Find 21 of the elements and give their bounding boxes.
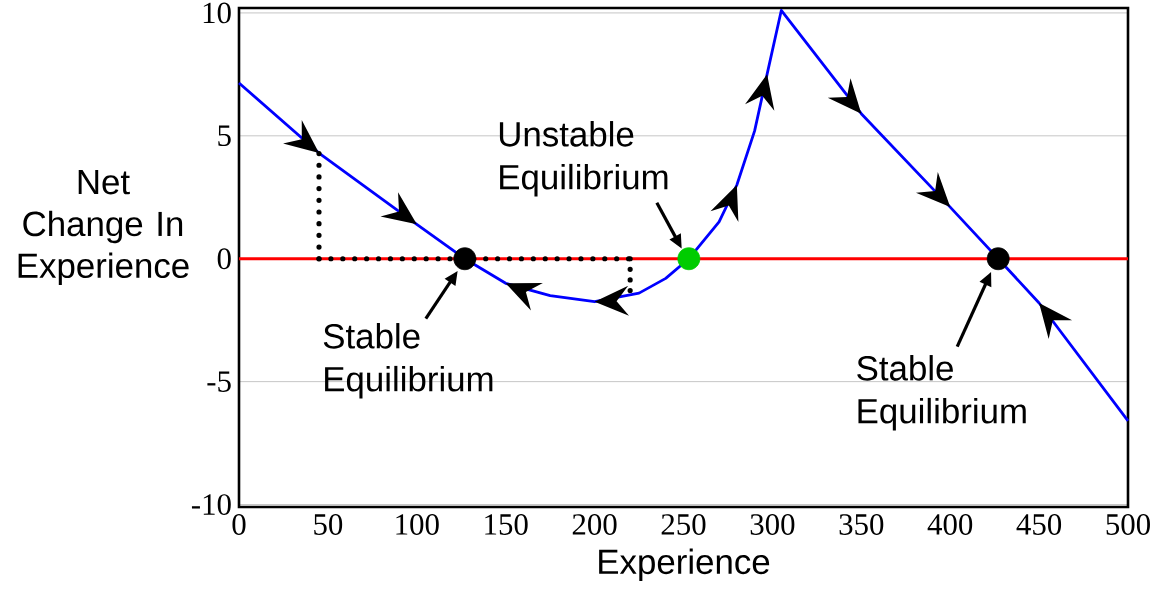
annotation: Stable Equilibrium	[857, 355, 1026, 431]
x-tick-label: 0	[232, 514, 246, 535]
x-tick-label: 250	[661, 514, 706, 535]
x-axis-title: Experience	[599, 548, 770, 582]
x-tick-label: 100	[396, 514, 439, 535]
annotation: Unstable Equilibrium	[499, 121, 668, 197]
x-tick-label: 350	[839, 514, 884, 535]
x-tick-label: 200	[572, 514, 617, 535]
x-tick-label: 300	[750, 514, 795, 535]
x-tick-label: 500	[1106, 514, 1150, 535]
x-tick-label: 400	[927, 514, 973, 535]
x-tick-label: 450	[1016, 514, 1062, 535]
y-axis-title: Net Change In Experience	[18, 170, 189, 286]
y-tick-label: -5	[207, 371, 231, 392]
annotation: Stable Equilibrium	[323, 323, 493, 399]
y-tick-label: -10	[191, 494, 231, 515]
x-tick-label: 150	[485, 514, 528, 535]
y-tick-label: 5	[218, 125, 231, 147]
x-tick-label: 50	[314, 514, 343, 535]
y-tick-label: 10	[203, 2, 231, 24]
y-tick-label: 0	[217, 248, 231, 270]
